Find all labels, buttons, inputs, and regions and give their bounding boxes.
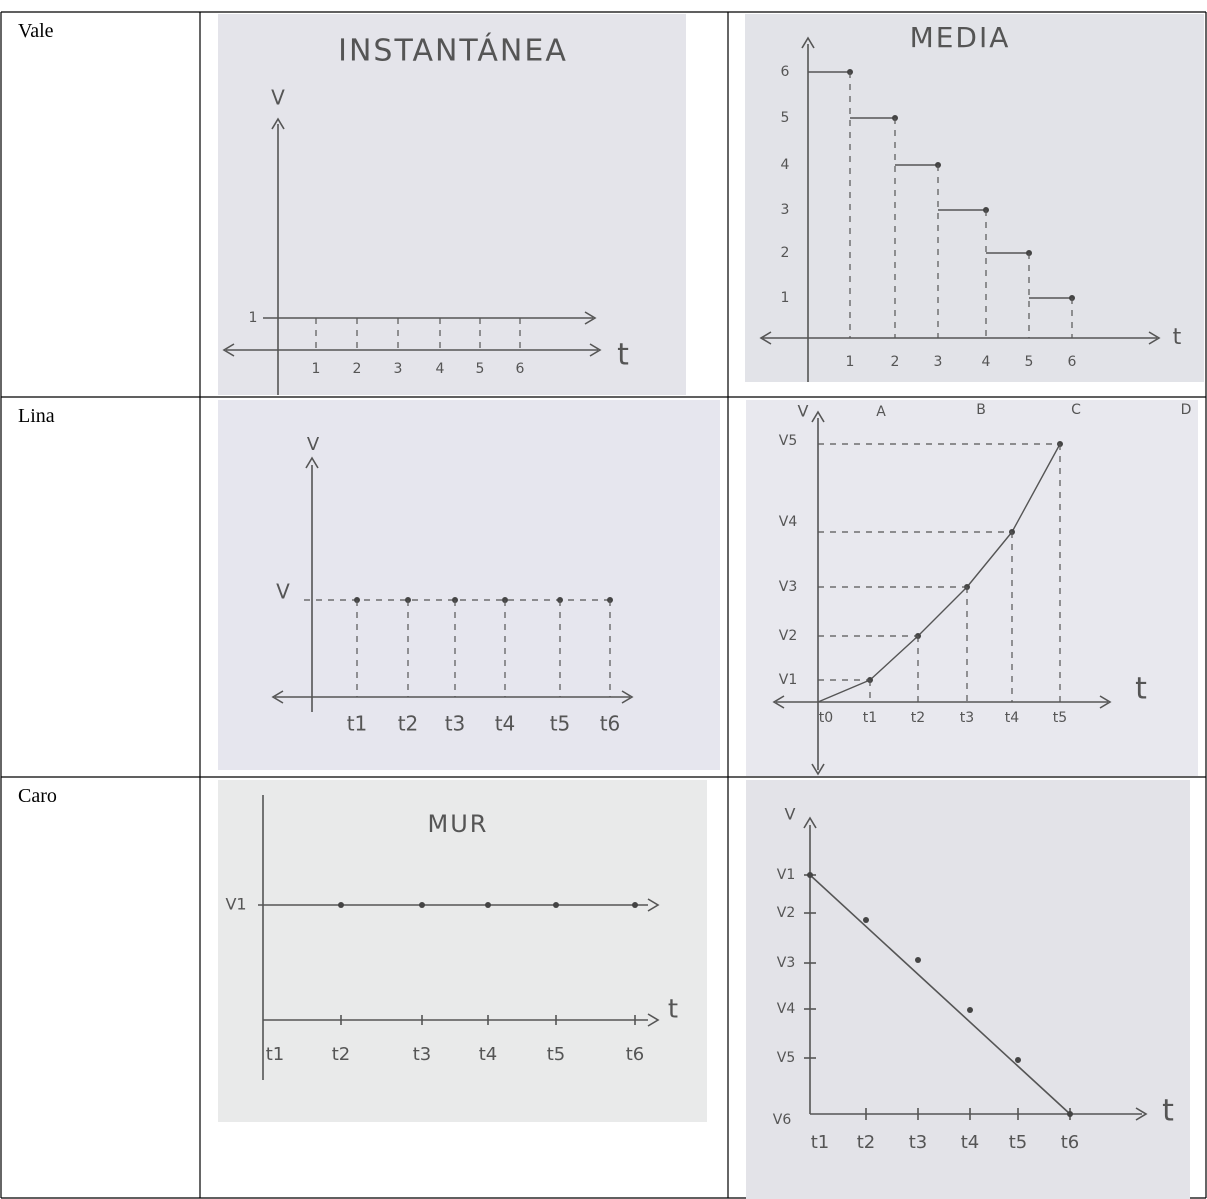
sketch-label: B xyxy=(976,402,986,418)
sketch-label: 1 xyxy=(846,354,855,370)
sketch-label: t4 xyxy=(961,1132,980,1153)
paper-background xyxy=(218,400,720,770)
row-name: Caro xyxy=(18,785,57,807)
sketch-label: t2 xyxy=(332,1044,351,1065)
row-name: Lina xyxy=(18,405,55,427)
sketch-label: t4 xyxy=(495,712,516,736)
point xyxy=(553,902,559,908)
point xyxy=(863,917,869,923)
sketch-photo: V A B C D V5 V4 V3 V2 V1 t t0 t1 t2 t3 t4 t5 xyxy=(746,400,1198,776)
sketch-label: 5 xyxy=(1025,354,1034,370)
sketch-label: V xyxy=(307,434,320,455)
sketch-photo: V V1 V2 V3 V4 V5 V6 t t1 t2 t3 t4 t5 t6 xyxy=(746,780,1190,1199)
sketch-label: t3 xyxy=(909,1132,928,1153)
point xyxy=(915,957,921,963)
sketch-label: 6 xyxy=(1068,354,1077,370)
sketch-label: t1 xyxy=(266,1044,285,1065)
point xyxy=(485,902,491,908)
point xyxy=(1067,1111,1073,1117)
sketch-label: V xyxy=(785,805,796,824)
sketch-label: V3 xyxy=(779,579,797,595)
sketch-label: V1 xyxy=(779,672,797,688)
page: ValeINSTANTÁNEAV1t123456MEDIA654321t1234… xyxy=(0,0,1207,1199)
sketch-label: t6 xyxy=(626,1044,645,1065)
sketch-photo: MEDIA 6 5 4 3 2 1 t 1 2 3 4 5 6 xyxy=(745,14,1204,382)
sketch-photo: MUR V1 t t1 t2 t3 t4 t5 t6 xyxy=(218,780,707,1122)
sketch-label: t xyxy=(1173,325,1182,350)
sketch-label: A xyxy=(876,404,886,420)
sketch-label: 3 xyxy=(394,361,403,377)
sketch-label: t3 xyxy=(445,712,466,736)
sketch-label: V xyxy=(271,86,285,110)
sketch-label: t3 xyxy=(960,710,974,726)
sketch-label: t1 xyxy=(347,712,368,736)
sketch-label: 3 xyxy=(781,202,790,218)
sketch-label: t3 xyxy=(413,1044,432,1065)
sketch-label: 1 xyxy=(249,310,258,326)
sketch-label: V1 xyxy=(777,867,795,883)
sketch-label: V3 xyxy=(777,955,795,971)
point xyxy=(419,902,425,908)
sketch-label: t5 xyxy=(1009,1132,1028,1153)
sketch-label: 5 xyxy=(781,110,790,126)
sketch-label: t5 xyxy=(547,1044,566,1065)
sketch-label: t2 xyxy=(911,710,925,726)
sketch-label: 5 xyxy=(476,361,485,377)
sketch-label: 4 xyxy=(982,354,991,370)
sketch-label: t2 xyxy=(857,1132,876,1153)
sketch-label: t2 xyxy=(398,712,419,736)
sketch-label: V2 xyxy=(777,905,795,921)
sketch-label: V xyxy=(798,402,809,421)
sketch-label: t5 xyxy=(1053,710,1067,726)
sketch-label: 4 xyxy=(436,361,445,377)
point xyxy=(1015,1057,1021,1063)
sketch-label: 4 xyxy=(781,157,790,173)
sketch-label: t xyxy=(668,995,678,1025)
sketch-label: C xyxy=(1071,402,1081,418)
sketch-label: D xyxy=(1181,402,1192,418)
sketch-label: V5 xyxy=(777,1050,795,1066)
sketch-label: V4 xyxy=(777,1001,796,1017)
sketch-label: t0 xyxy=(819,710,833,726)
sketch-label: V1 xyxy=(225,895,246,914)
sketch-label: t6 xyxy=(600,712,621,736)
sketch-title: MEDIA xyxy=(910,21,1011,54)
sketch-label: V xyxy=(276,580,290,604)
sketch-label: V6 xyxy=(773,1112,792,1128)
sketch-label: 2 xyxy=(891,354,900,370)
point xyxy=(807,872,813,878)
sketch-label: t1 xyxy=(863,710,877,726)
sketch-label: V4 xyxy=(779,514,798,530)
point xyxy=(338,902,344,908)
sketch-label: t xyxy=(617,338,629,373)
sketch-label: t4 xyxy=(1005,710,1019,726)
sketch-label: 1 xyxy=(781,290,790,306)
sketch-label: t5 xyxy=(550,712,571,736)
sketch-label: t xyxy=(1162,1094,1174,1129)
sketch-label: V5 xyxy=(779,433,797,449)
sketch-title: INSTANTÁNEA xyxy=(338,33,568,69)
paper-background xyxy=(745,14,1204,382)
sketch-label: 1 xyxy=(312,361,321,377)
paper-background xyxy=(218,14,686,395)
sketch-label: t6 xyxy=(1061,1132,1080,1153)
point xyxy=(967,1007,973,1013)
row-name: Vale xyxy=(18,20,54,42)
point xyxy=(632,902,638,908)
sketch-label: t1 xyxy=(811,1132,830,1153)
sketch-label: 6 xyxy=(516,361,525,377)
sketch-label: 2 xyxy=(781,245,790,261)
sketch-photo: INSTANTÁNEA V 1 t 1 2 3 4 5 6 xyxy=(218,14,686,395)
sketch-photo: V Vt1 t2 t3 t4 t5 t6 xyxy=(218,400,720,770)
sketch-label: 6 xyxy=(781,64,790,80)
sketch-label: t4 xyxy=(479,1044,498,1065)
sketch-label: 3 xyxy=(934,354,943,370)
sketch-label: t xyxy=(1135,672,1147,707)
sketch-title: MUR xyxy=(428,810,489,838)
sketch-label: V2 xyxy=(779,628,797,644)
sketch-label: 2 xyxy=(353,361,362,377)
